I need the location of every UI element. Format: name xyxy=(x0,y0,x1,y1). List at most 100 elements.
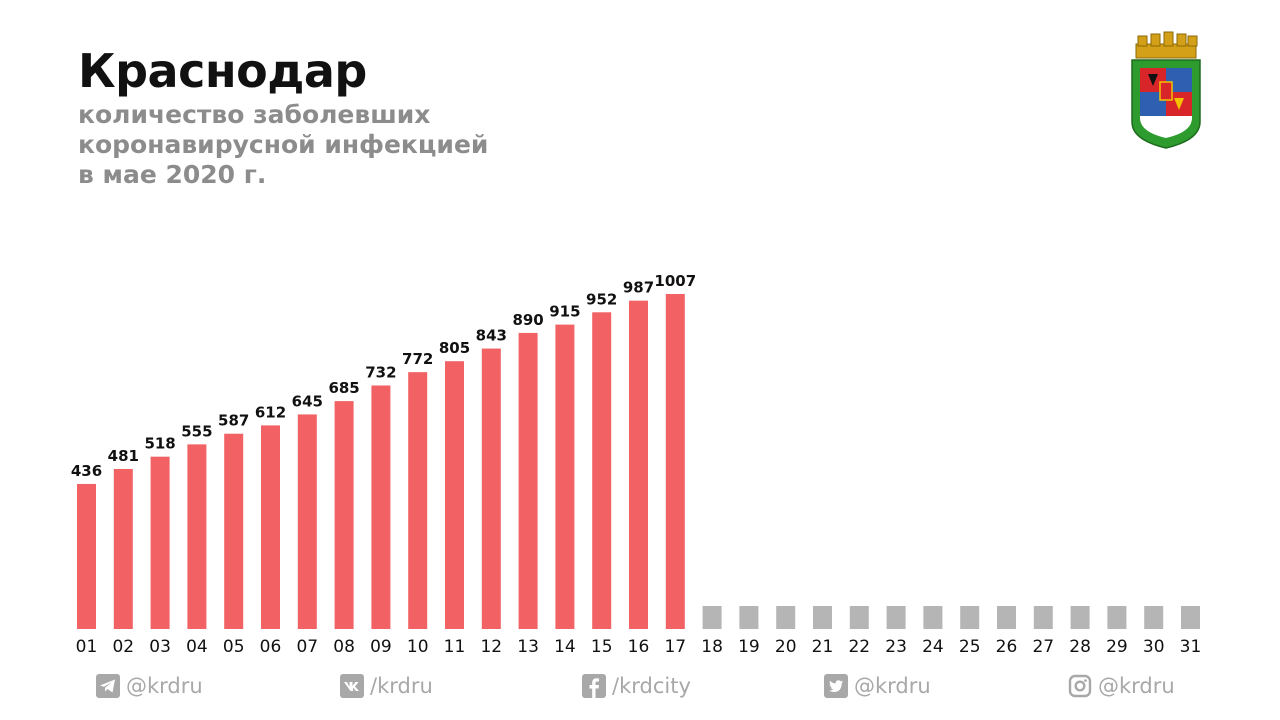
bar-label-01: 436 xyxy=(71,462,102,480)
instagram-icon xyxy=(1068,674,1092,698)
bar-05 xyxy=(224,433,244,629)
bar-11 xyxy=(445,361,464,629)
bar-label-07: 645 xyxy=(292,392,323,410)
bar-label-14: 915 xyxy=(549,303,580,321)
bar-label-02: 481 xyxy=(108,447,139,465)
x-tick-03: 03 xyxy=(149,637,171,657)
bar-placeholder-28 xyxy=(1070,606,1090,629)
x-tick-11: 11 xyxy=(444,637,466,657)
social-facebook[interactable]: /krdcity xyxy=(582,672,691,700)
bar-label-09: 732 xyxy=(365,363,396,381)
social-instagram[interactable]: @krdru xyxy=(1068,672,1175,700)
bar-10 xyxy=(408,372,428,629)
bar-label-03: 518 xyxy=(144,435,175,453)
social-vk[interactable]: /krdru xyxy=(340,672,433,700)
social-telegram[interactable]: @krdru xyxy=(96,672,203,700)
bar-08 xyxy=(334,401,354,629)
bar-label-17: 1007 xyxy=(654,272,696,290)
x-tick-09: 09 xyxy=(370,637,392,657)
social-twitter[interactable]: @krdru xyxy=(824,672,931,700)
bar-07 xyxy=(297,414,317,629)
x-tick-27: 27 xyxy=(1032,637,1054,657)
x-tick-16: 16 xyxy=(628,637,650,657)
bar-placeholder-27 xyxy=(1033,606,1053,629)
page-subtitle: количество заболевших коронавирусной инф… xyxy=(78,100,678,190)
x-tick-18: 18 xyxy=(701,637,723,657)
x-tick-10: 10 xyxy=(407,637,429,657)
bar-01 xyxy=(77,483,96,629)
coat-of-arms-icon xyxy=(1131,31,1201,149)
bar-15 xyxy=(592,312,612,629)
social-twitter-label: @krdru xyxy=(854,674,931,698)
subtitle-line-3: в мае 2020 г. xyxy=(78,160,267,189)
bar-14 xyxy=(555,324,575,629)
bar-16 xyxy=(629,300,648,629)
bar-label-13: 890 xyxy=(512,311,543,329)
x-tick-23: 23 xyxy=(885,637,907,657)
bar-03 xyxy=(150,456,170,629)
x-tick-12: 12 xyxy=(480,637,502,657)
x-tick-13: 13 xyxy=(517,637,539,657)
bar-04 xyxy=(187,444,207,629)
twitter-icon xyxy=(824,674,848,698)
x-tick-26: 26 xyxy=(996,637,1018,657)
social-instagram-label: @krdru xyxy=(1098,674,1175,698)
page-title: Краснодар xyxy=(78,44,367,98)
bar-placeholder-20 xyxy=(776,606,796,629)
bar-02 xyxy=(113,468,133,629)
x-tick-21: 21 xyxy=(812,637,834,657)
x-tick-07: 07 xyxy=(296,637,318,657)
x-tick-20: 20 xyxy=(775,637,797,657)
bar-placeholder-18 xyxy=(702,606,722,629)
bar-placeholder-24 xyxy=(923,606,943,629)
x-tick-28: 28 xyxy=(1069,637,1091,657)
bar-label-10: 772 xyxy=(402,350,433,368)
bar-12 xyxy=(481,348,501,629)
x-tick-02: 02 xyxy=(112,637,134,657)
bar-09 xyxy=(371,385,391,629)
x-tick-06: 06 xyxy=(260,637,282,657)
telegram-icon xyxy=(96,674,120,698)
x-tick-14: 14 xyxy=(554,637,576,657)
bar-placeholder-31 xyxy=(1181,606,1200,629)
social-telegram-label: @krdru xyxy=(126,674,203,698)
x-tick-08: 08 xyxy=(333,637,355,657)
x-tick-19: 19 xyxy=(738,637,760,657)
bar-label-15: 952 xyxy=(586,290,617,308)
facebook-icon xyxy=(582,674,606,698)
bar-06 xyxy=(261,425,280,629)
x-tick-04: 04 xyxy=(186,637,208,657)
x-tick-24: 24 xyxy=(922,637,944,657)
x-tick-15: 15 xyxy=(591,637,613,657)
bar-label-12: 843 xyxy=(476,327,507,345)
bar-placeholder-25 xyxy=(960,606,980,629)
bar-label-05: 587 xyxy=(218,412,249,430)
bar-label-16: 987 xyxy=(623,279,654,297)
bar-placeholder-22 xyxy=(849,606,869,629)
x-tick-31: 31 xyxy=(1180,637,1202,657)
social-facebook-label: /krdcity xyxy=(612,674,691,698)
bar-placeholder-29 xyxy=(1107,606,1127,629)
bar-13 xyxy=(518,332,538,629)
bar-label-11: 805 xyxy=(439,339,470,357)
bar-placeholder-21 xyxy=(813,606,832,629)
bar-placeholder-30 xyxy=(1144,606,1164,629)
social-vk-label: /krdru xyxy=(370,674,433,698)
bar-17 xyxy=(665,294,685,629)
vk-icon xyxy=(340,674,364,698)
x-tick-01: 01 xyxy=(76,637,98,657)
subtitle-line-2: коронавирусной инфекцией xyxy=(78,130,489,159)
bar-label-08: 685 xyxy=(328,379,359,397)
bar-placeholder-19 xyxy=(739,606,759,629)
x-tick-22: 22 xyxy=(848,637,870,657)
bar-label-04: 555 xyxy=(181,422,212,440)
x-tick-17: 17 xyxy=(664,637,686,657)
subtitle-line-1: количество заболевших xyxy=(78,100,431,129)
bar-label-06: 612 xyxy=(255,403,286,421)
crown-icon xyxy=(1135,31,1198,59)
x-tick-30: 30 xyxy=(1143,637,1165,657)
x-tick-25: 25 xyxy=(959,637,981,657)
x-tick-05: 05 xyxy=(223,637,245,657)
bar-placeholder-23 xyxy=(886,606,906,629)
